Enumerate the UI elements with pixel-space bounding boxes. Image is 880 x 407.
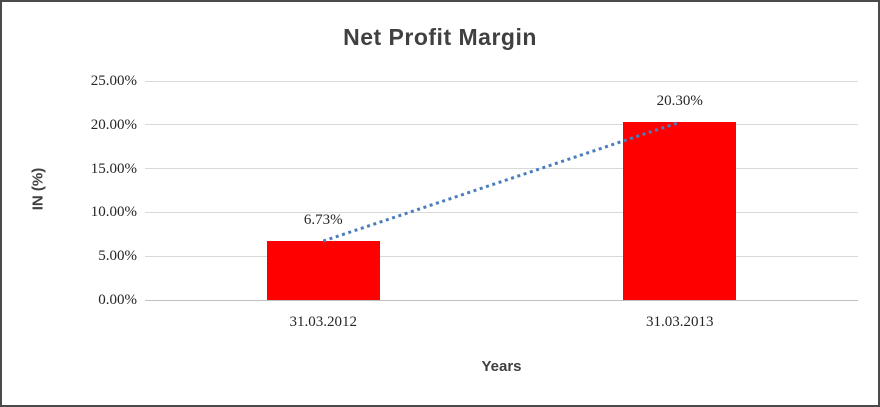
gridline — [145, 80, 858, 82]
y-tick-label: 10.00% — [90, 204, 137, 221]
trendline-path — [322, 120, 681, 243]
gridline — [145, 124, 858, 126]
x-category-label: 31.03.2013 — [646, 314, 714, 330]
y-tick-label: 25.00% — [90, 73, 137, 89]
data-label-31.03.2013: 20.30% — [656, 93, 703, 110]
gridline — [145, 168, 858, 170]
chart-title: Net Profit Margin — [343, 24, 537, 50]
gridline — [145, 211, 858, 213]
x-category-label: 31.03.2012 — [289, 314, 358, 330]
y-tick-label: 5.00% — [98, 248, 137, 265]
x-axis-line — [145, 299, 858, 301]
bar-31.03.2012 — [266, 241, 380, 300]
data-label-31.03.2012: 6.73% — [303, 212, 343, 229]
trendline — [322, 120, 681, 243]
x-axis-title: Years — [481, 358, 522, 375]
y-tick-label: 20.00% — [90, 116, 137, 133]
y-tick-label: 0.00% — [98, 292, 137, 308]
plot-area: 6.73% 20.30% — [145, 80, 858, 301]
y-tick-label: 15.00% — [90, 160, 137, 177]
bar-31.03.2013 — [623, 122, 737, 300]
y-axis-title: IN (%) — [29, 167, 47, 211]
gridline — [145, 255, 858, 257]
